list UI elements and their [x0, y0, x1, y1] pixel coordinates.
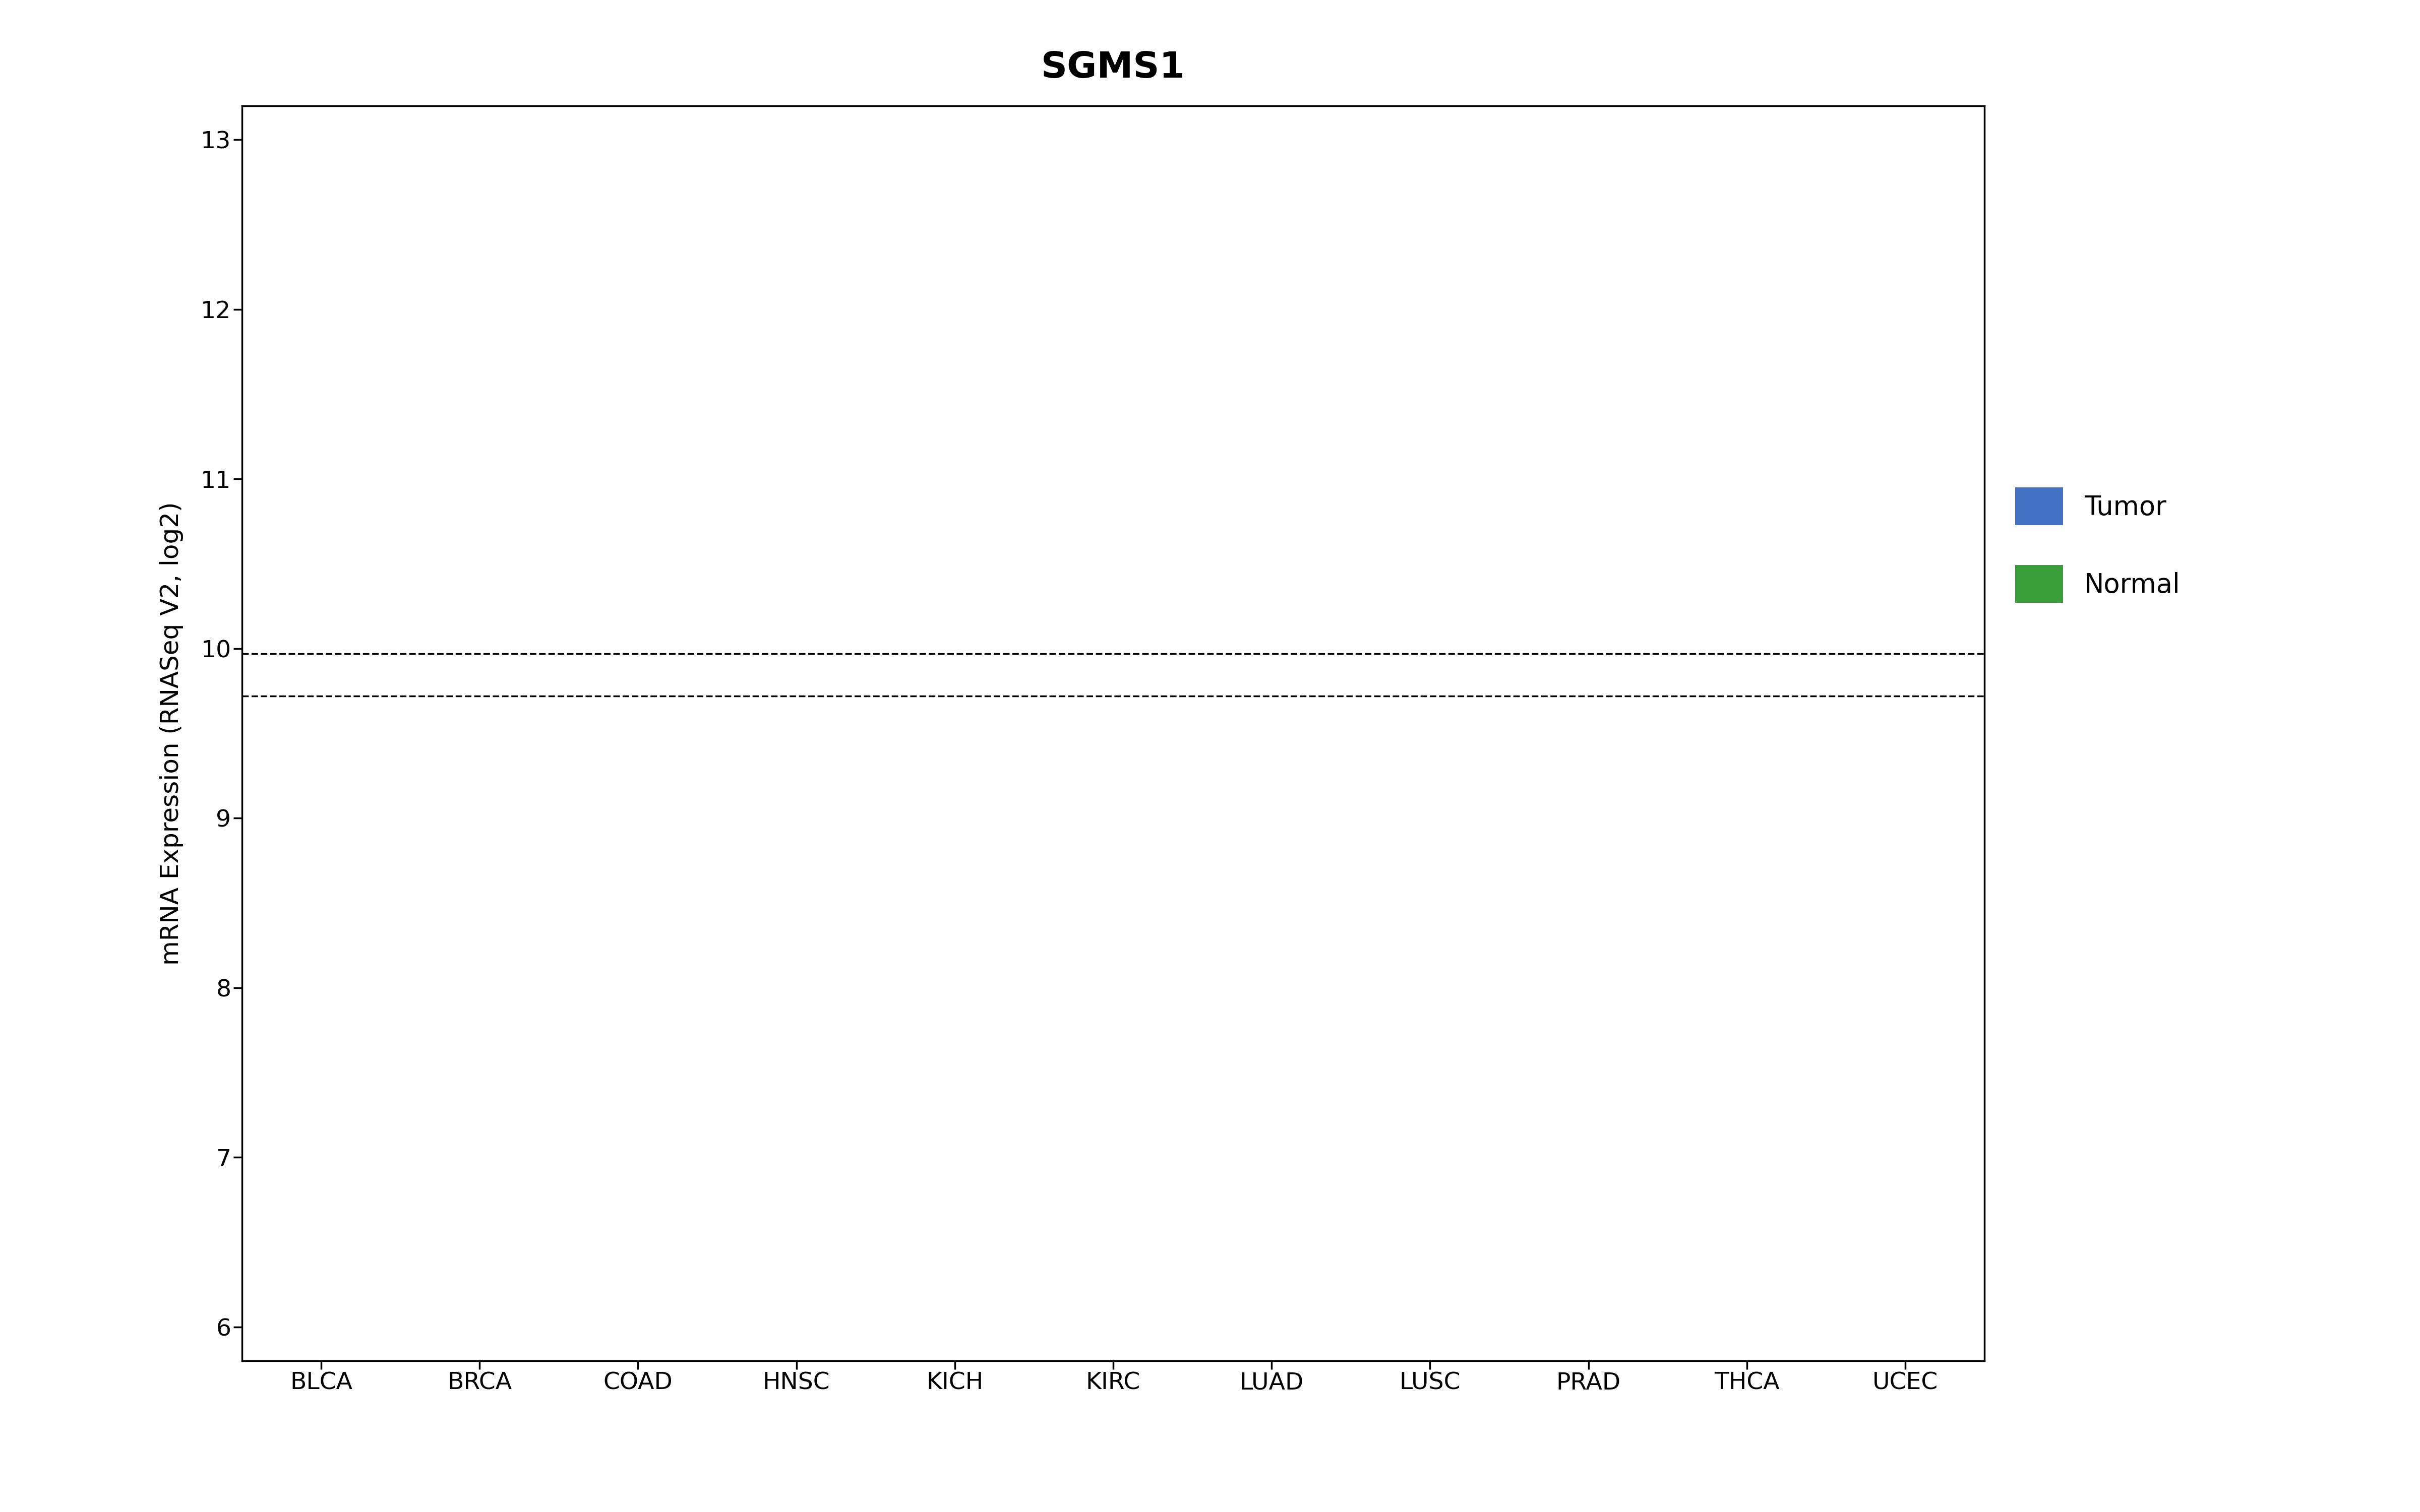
Y-axis label: mRNA Expression (RNASeq V2, log2): mRNA Expression (RNASeq V2, log2) — [160, 502, 184, 965]
Title: SGMS1: SGMS1 — [1041, 50, 1186, 85]
Legend: Tumor, Normal: Tumor, Normal — [2016, 487, 2180, 603]
